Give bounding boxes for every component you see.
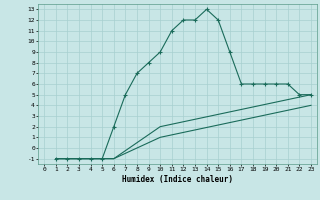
X-axis label: Humidex (Indice chaleur): Humidex (Indice chaleur) (122, 175, 233, 184)
